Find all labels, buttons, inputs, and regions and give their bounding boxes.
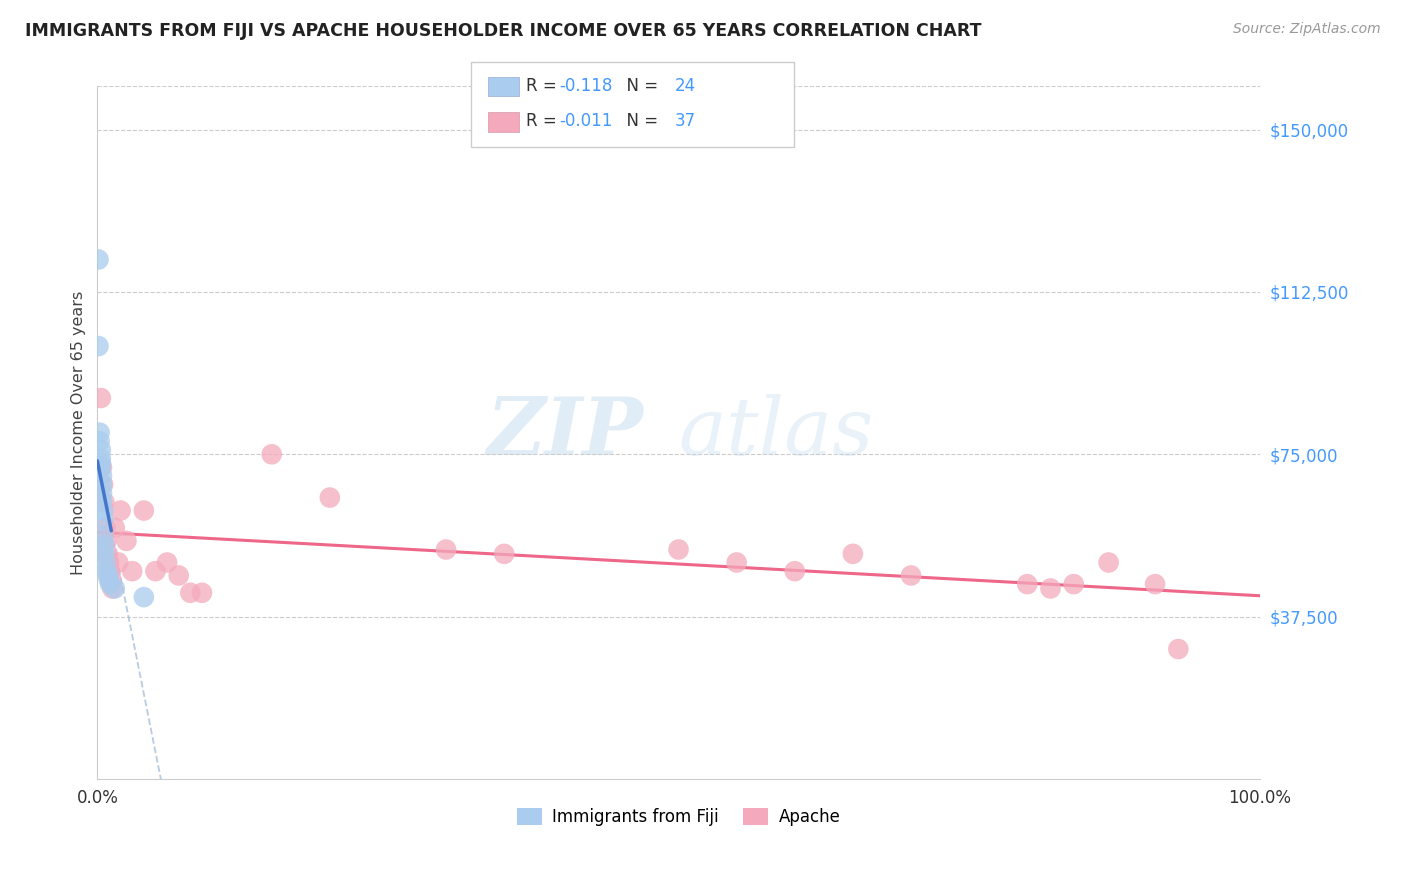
Point [167, 568, 190, 582]
Point [1097, 556, 1119, 570]
Point [91, 486, 114, 500]
Text: 24: 24 [675, 77, 696, 95]
Point [725, 556, 748, 570]
Text: N =: N = [616, 77, 664, 95]
Point [1167, 642, 1189, 657]
Point [179, 586, 201, 600]
Text: atlas: atlas [679, 394, 875, 471]
Text: IMMIGRANTS FROM FIJI VS APACHE HOUSEHOLDER INCOME OVER 65 YEARS CORRELATION CHAR: IMMIGRANTS FROM FIJI VS APACHE HOUSEHOLD… [25, 22, 981, 40]
Point [101, 582, 124, 596]
Point [98, 564, 121, 578]
Point [97, 547, 120, 561]
Point [87, 339, 110, 353]
Y-axis label: Householder Income Over 65 years: Householder Income Over 65 years [72, 291, 86, 574]
Point [91, 512, 114, 526]
Point [145, 564, 167, 578]
Point [319, 491, 342, 505]
Text: R =: R = [526, 112, 562, 130]
Text: -0.118: -0.118 [560, 77, 613, 95]
Legend: Immigrants from Fiji, Apache: Immigrants from Fiji, Apache [510, 801, 846, 833]
Point [98, 573, 121, 587]
Point [91, 477, 114, 491]
Point [132, 590, 155, 604]
Point [783, 564, 806, 578]
Point [91, 460, 114, 475]
Point [104, 582, 127, 596]
Text: -0.011: -0.011 [560, 112, 613, 130]
Point [107, 556, 129, 570]
Point [90, 391, 112, 405]
Point [842, 547, 865, 561]
Text: R =: R = [526, 77, 562, 95]
Text: ZIP: ZIP [486, 394, 644, 471]
Point [97, 568, 120, 582]
Point [89, 434, 111, 449]
Point [89, 425, 111, 440]
Point [91, 469, 114, 483]
Point [260, 447, 283, 461]
Point [90, 451, 112, 466]
Point [93, 538, 115, 552]
Point [1144, 577, 1167, 591]
Point [900, 568, 922, 582]
Point [132, 503, 155, 517]
Point [93, 495, 115, 509]
Point [98, 556, 121, 570]
Point [91, 495, 114, 509]
Point [98, 577, 121, 591]
Point [100, 573, 122, 587]
Point [1017, 577, 1039, 591]
Text: N =: N = [616, 112, 664, 130]
Point [93, 547, 115, 561]
Point [104, 521, 127, 535]
Point [94, 521, 117, 535]
Text: Source: ZipAtlas.com: Source: ZipAtlas.com [1233, 22, 1381, 37]
Point [191, 586, 214, 600]
Point [91, 477, 114, 491]
Point [96, 564, 118, 578]
Point [90, 442, 112, 457]
Point [90, 460, 112, 475]
Point [156, 556, 179, 570]
Point [91, 529, 114, 543]
Point [94, 556, 117, 570]
Point [91, 503, 114, 517]
Point [1063, 577, 1085, 591]
Point [90, 456, 112, 470]
Point [494, 547, 516, 561]
Point [1039, 582, 1062, 596]
Point [110, 503, 132, 517]
Point [121, 564, 143, 578]
Point [668, 542, 690, 557]
Point [434, 542, 457, 557]
Point [87, 252, 110, 267]
Point [115, 533, 138, 548]
Text: 37: 37 [675, 112, 696, 130]
Point [96, 533, 118, 548]
